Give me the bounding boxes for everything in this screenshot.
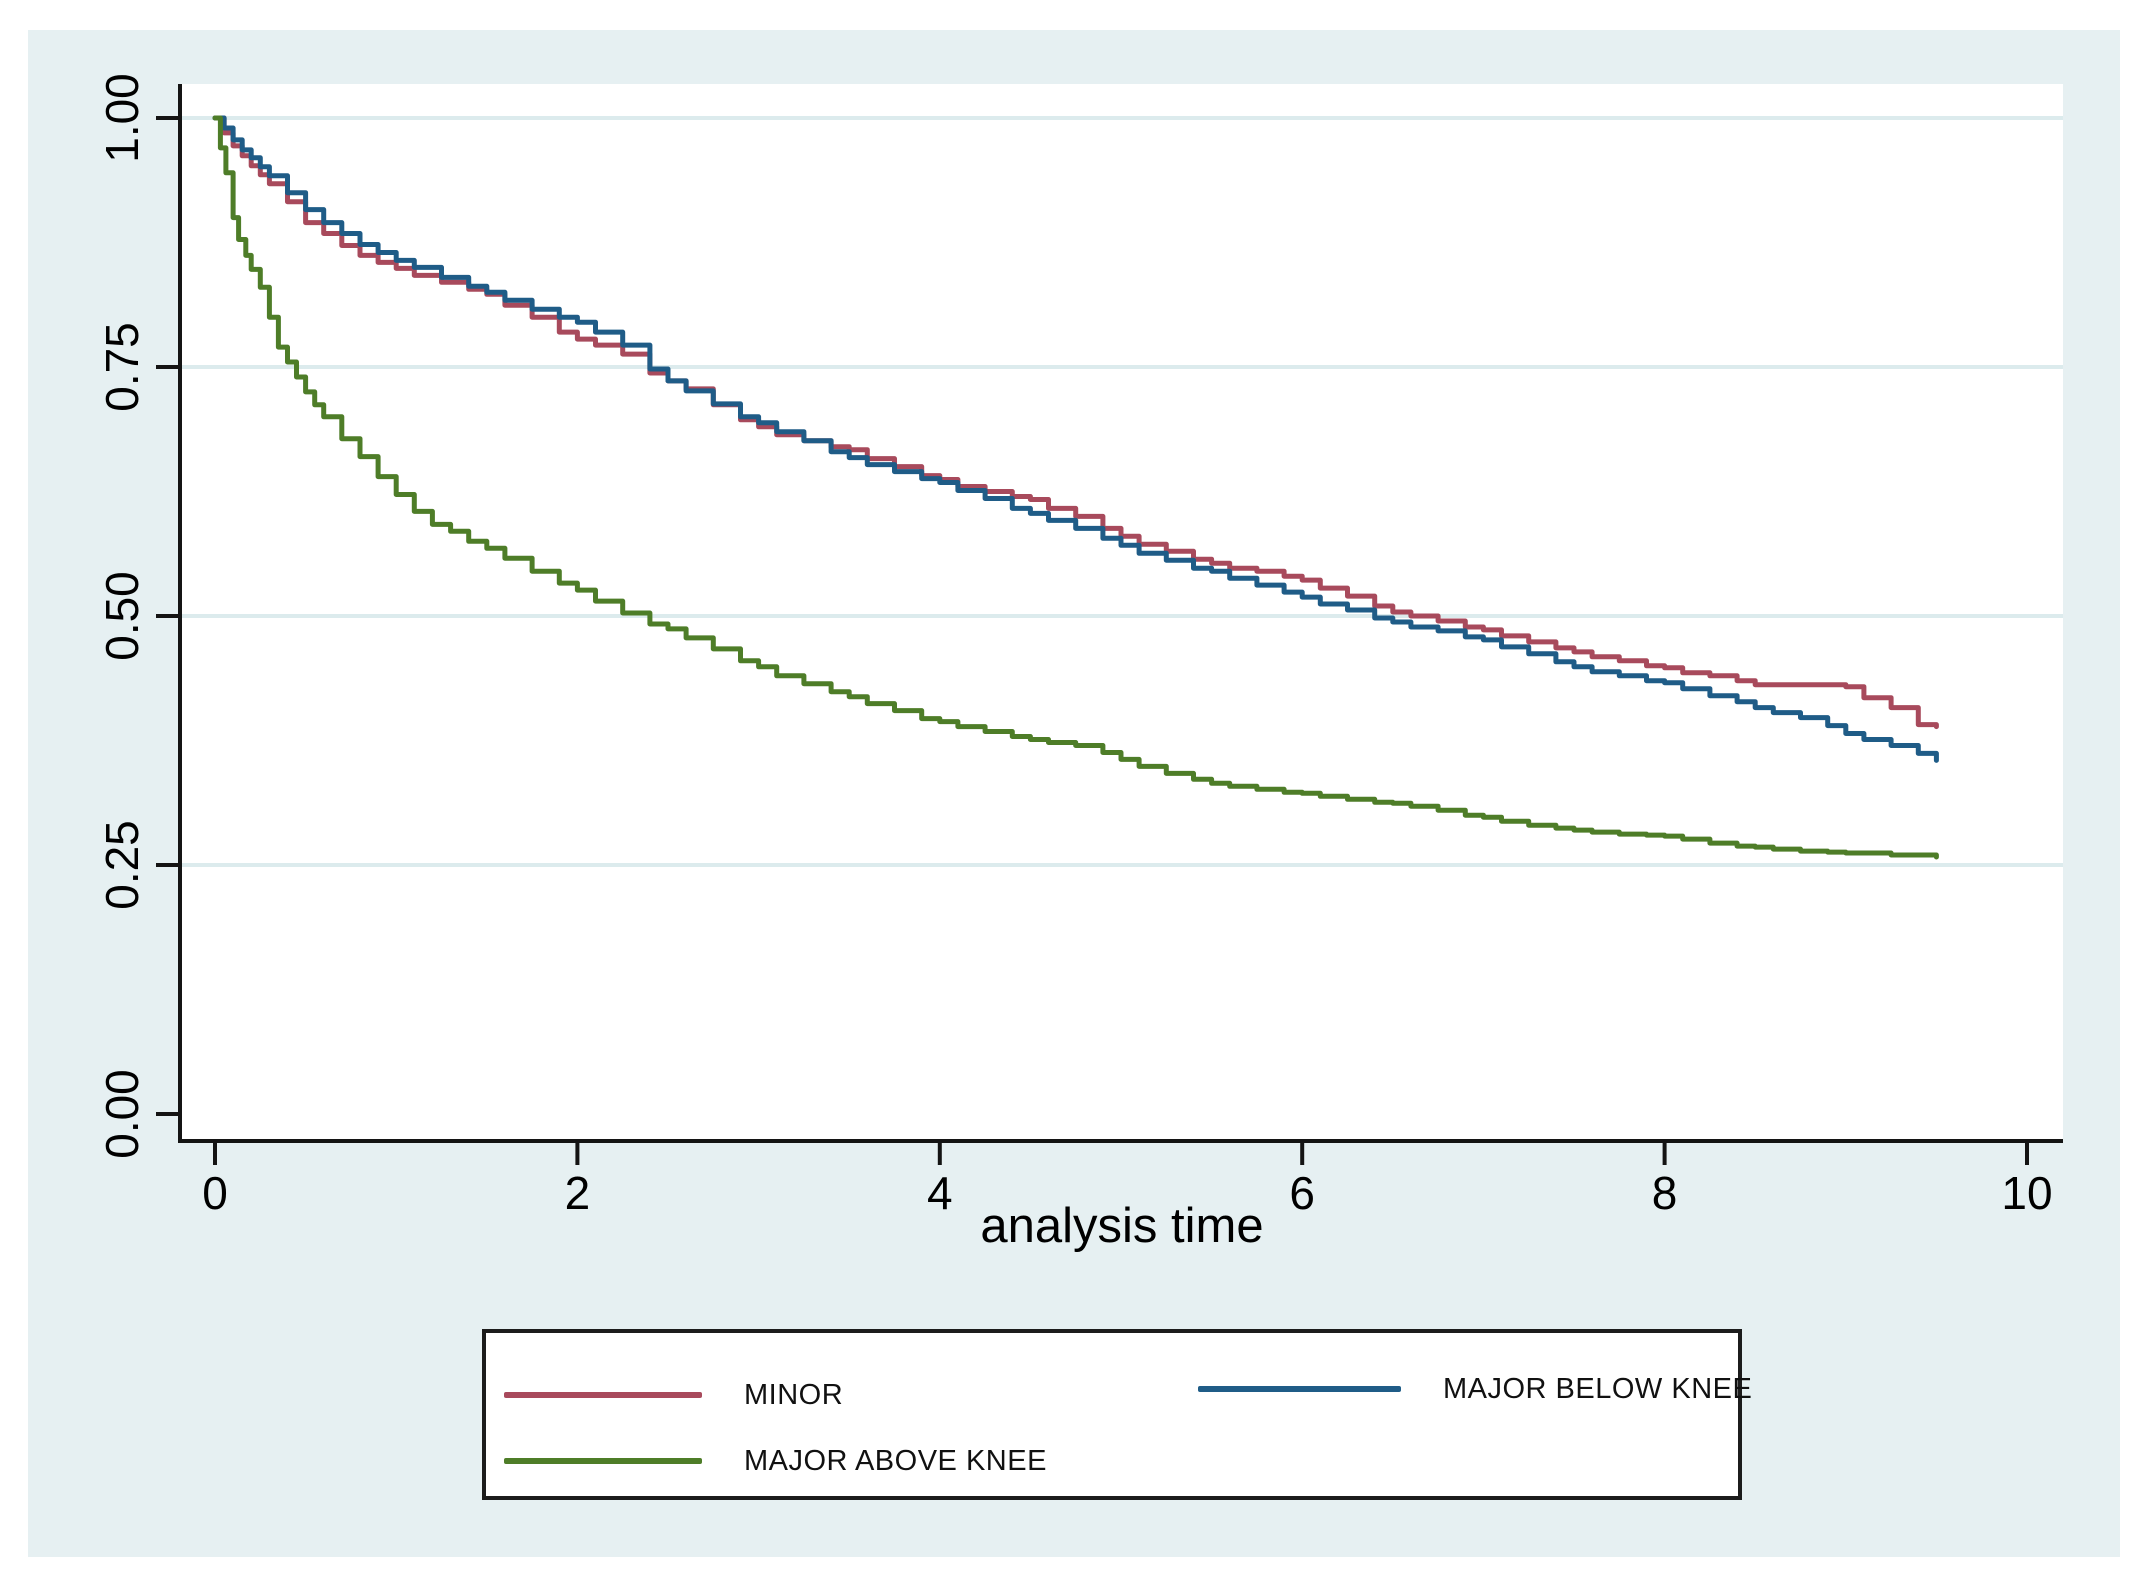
x-tick-label: 8	[1651, 1167, 1678, 1219]
legend-label-major-below-knee: MAJOR BELOW KNEE	[1443, 1372, 1753, 1405]
graph-canvas	[28, 30, 2120, 1557]
legend-item-major-above-knee: MAJOR ABOVE KNEE	[504, 1441, 1047, 1481]
y-tick-label: 0.75	[96, 322, 148, 412]
x-tick-label: 6	[1289, 1167, 1315, 1219]
x-tick-label: 10	[2001, 1167, 2053, 1219]
legend-label-major-above-knee: MAJOR ABOVE KNEE	[744, 1444, 1047, 1477]
legend-item-major-below-knee: MAJOR BELOW KNEE	[1198, 1369, 1752, 1409]
y-tick-label: 0.25	[96, 820, 148, 910]
x-axis-title: analysis time	[980, 1199, 1264, 1253]
legend-swatch-minor	[504, 1392, 702, 1398]
plot-area	[180, 84, 2063, 1141]
x-tick-label: 0	[202, 1167, 228, 1219]
legend-label-minor: MINOR	[744, 1378, 844, 1411]
legend-swatch-major-above-knee	[504, 1458, 702, 1464]
y-tick-label: 0.00	[96, 1069, 148, 1159]
x-tick-label: 4	[927, 1167, 953, 1219]
y-tick-label: 1.00	[96, 73, 148, 163]
legend: MINOR MAJOR BELOW KNEE MAJOR ABOVE KNEE	[482, 1329, 1752, 1500]
legend-item-minor: MINOR	[504, 1375, 843, 1415]
x-tick-label: 2	[564, 1167, 591, 1219]
legend-swatch-major-below-knee	[1198, 1386, 1401, 1392]
y-tick-label: 0.50	[96, 571, 148, 661]
